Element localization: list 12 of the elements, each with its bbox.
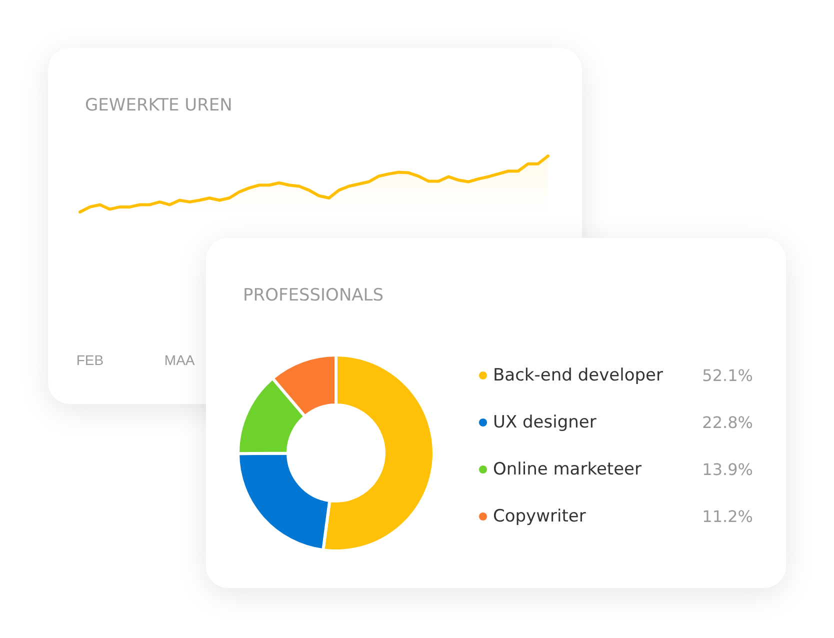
legend-label: UX designer: [493, 412, 596, 432]
chart-title: PROFESSIONALS: [243, 286, 384, 306]
data-label: 22.8%: [702, 413, 753, 432]
chart-title: GEWERKTE UREN: [85, 96, 232, 116]
data-label: 11.2%: [702, 507, 753, 526]
x-tick-label: FEB: [76, 352, 104, 368]
data-label: 52.1%: [702, 366, 753, 385]
legend-label: Online marketeer: [493, 460, 642, 480]
x-tick-label: MAA: [164, 352, 196, 368]
data-label: 13.9%: [702, 460, 753, 479]
legend-label: Copywriter: [493, 506, 586, 526]
legend-label: Back-end developer: [493, 366, 663, 386]
